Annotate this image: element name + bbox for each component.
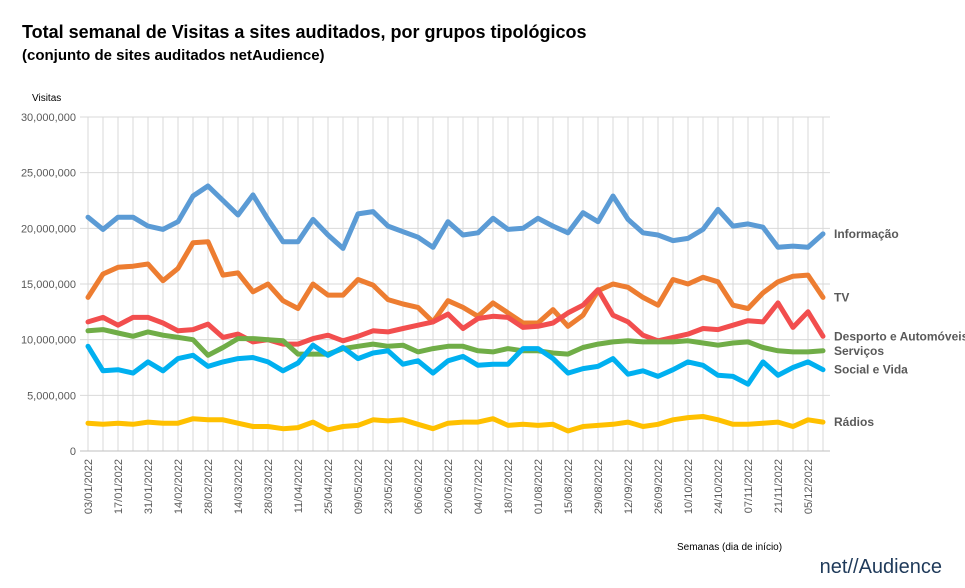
x-tick-label: 12/09/2022 <box>623 459 635 514</box>
chart-title: Total semanal de Visitas a sites auditad… <box>22 22 586 42</box>
series-label: Rádios <box>834 415 874 429</box>
y-tick-label: 0 <box>70 446 76 458</box>
series-label: Social e Vida <box>834 363 908 377</box>
plot: Informação TV Desporto e AutomóveisServiço… <box>85 183 965 434</box>
y-tick-label: 5,000,000 <box>27 390 76 402</box>
chart-subtitle: (conjunto de sites auditados netAudience… <box>22 47 325 64</box>
series-label: TV <box>834 290 849 304</box>
series-line <box>85 183 826 251</box>
series-line <box>85 239 826 329</box>
x-tick-label: 17/01/2022 <box>113 459 125 514</box>
x-tick-label: 28/03/2022 <box>263 459 275 514</box>
y-tick-label: 15,000,000 <box>21 279 76 291</box>
x-tick-label: 26/09/2022 <box>653 459 665 514</box>
x-tick-label: 18/07/2022 <box>503 459 515 514</box>
series-line <box>85 342 826 387</box>
series-label: Desporto e Automóveis <box>834 329 965 343</box>
x-tick-label: 31/01/2022 <box>143 459 155 514</box>
x-tick-label: 14/03/2022 <box>233 459 245 514</box>
y-tick-label: 10,000,000 <box>21 335 76 347</box>
x-tick-label: 09/05/2022 <box>353 459 365 514</box>
x-tick-label: 04/07/2022 <box>473 459 485 514</box>
x-tick-label: 29/08/2022 <box>593 459 605 514</box>
x-tick-label: 14/02/2022 <box>173 459 185 514</box>
series-line <box>85 287 826 347</box>
x-tick-label: 05/12/2022 <box>803 459 815 514</box>
x-tick-label: 25/04/2022 <box>323 459 335 514</box>
x-tick-label: 24/10/2022 <box>713 459 725 514</box>
x-tick-label: 15/08/2022 <box>563 459 575 514</box>
y-tick-label: 30,000,000 <box>21 112 76 124</box>
x-tick-label: 23/05/2022 <box>383 459 395 514</box>
logo: net//Audience <box>820 556 942 578</box>
x-tick-label: 20/06/2022 <box>443 459 455 514</box>
series-line <box>85 327 826 358</box>
series-label: Serviços <box>834 344 884 358</box>
x-tick-label: 01/08/2022 <box>533 459 545 514</box>
x-tick-label: 21/11/2022 <box>773 459 785 513</box>
x-tick-label: 28/02/2022 <box>203 459 215 514</box>
series-label: Informação <box>834 227 899 241</box>
x-tick-label: 10/10/2022 <box>683 459 695 514</box>
series-line <box>85 414 826 434</box>
grid: 0 5,000,000 10,000,000 15,000,000 20,000,000… <box>21 112 830 514</box>
y-tick-label: 20,000,000 <box>21 223 76 235</box>
x-tick-label: 11/04/2022 <box>293 459 305 513</box>
y-axis-title: Visitas <box>32 93 61 104</box>
y-tick-label: 25,000,000 <box>21 168 76 180</box>
x-axis-title: Semanas (dia de início) <box>677 542 782 553</box>
x-tick-label: 07/11/2022 <box>743 459 755 513</box>
x-tick-label: 03/01/2022 <box>83 459 95 514</box>
x-tick-label: 06/06/2022 <box>413 459 425 514</box>
